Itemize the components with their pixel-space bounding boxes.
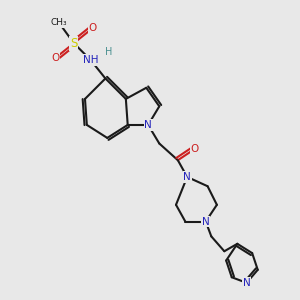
Text: O: O — [51, 53, 59, 63]
Text: O: O — [190, 144, 199, 154]
Text: S: S — [70, 37, 77, 50]
Text: N: N — [243, 278, 250, 288]
Text: H: H — [104, 47, 112, 58]
Text: CH₃: CH₃ — [51, 18, 67, 27]
Text: N: N — [183, 172, 191, 182]
Text: N: N — [202, 217, 210, 226]
Text: O: O — [88, 23, 97, 33]
Text: N: N — [144, 120, 152, 130]
Text: NH: NH — [83, 55, 98, 65]
